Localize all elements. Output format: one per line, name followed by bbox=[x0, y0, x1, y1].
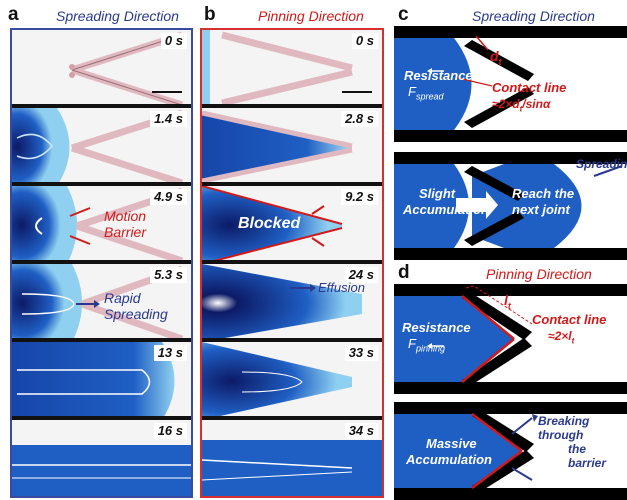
panel-d-label: d bbox=[398, 262, 410, 283]
motion-barrier-annotation: Motion Barrier bbox=[104, 208, 147, 240]
breaking-barrier-label: Breaking through the barrier bbox=[538, 414, 607, 470]
panel-a-tile-0: 0 s bbox=[12, 30, 191, 108]
panel-b-tile-3: 24 s Effusion bbox=[202, 264, 382, 342]
reach-next-joint-label: Reach the next joint bbox=[512, 186, 575, 217]
lt-label: lt bbox=[504, 292, 511, 311]
time-label: 16 s bbox=[153, 423, 187, 439]
dt-label: dt bbox=[490, 48, 502, 67]
panel-a-tile-3: 5.3 s Rapid Spreading bbox=[12, 264, 191, 342]
panel-a-tile-2: 4.9 s Motion Barrier bbox=[12, 186, 191, 264]
panel-a-tile-4: 13 s bbox=[12, 342, 191, 420]
panel-a-label: a bbox=[8, 4, 19, 25]
contact-line-label-c: Contact line bbox=[492, 80, 567, 95]
panel-a-tile-5: 16 s bbox=[12, 420, 191, 496]
contact-line-label-d: Contact line bbox=[532, 312, 607, 327]
contact-line-formula-c: ≈2×dt/sinα bbox=[492, 97, 551, 114]
panel-d-title: Pinning Direction bbox=[486, 266, 592, 282]
resistance-label-c: Resistance bbox=[404, 68, 473, 83]
contact-line-formula-d: ≈2×lt bbox=[548, 329, 575, 346]
slight-accumulation-label: Slight Accumulation bbox=[403, 186, 489, 217]
massive-accumulation-label: Massive Accumulation bbox=[406, 436, 492, 467]
panel-b-title: Pinning Direction bbox=[258, 8, 364, 24]
spreading-arrow-label: Spreading bbox=[576, 157, 627, 171]
panel-b-label: b bbox=[204, 4, 216, 25]
time-label: 34 s bbox=[344, 423, 378, 439]
panel-a-tile-1: 1.4 s bbox=[12, 108, 191, 186]
time-label: 24 s bbox=[344, 267, 378, 283]
panel-d-schematic bbox=[394, 284, 627, 500]
panel-b-tile-1: 2.8 s bbox=[202, 108, 382, 186]
panel-b-tile-0: 0 s bbox=[202, 30, 382, 108]
effusion-annotation: Effusion bbox=[318, 280, 365, 295]
panel-b-tile-5: 34 s bbox=[202, 420, 382, 496]
time-label: 2.8 s bbox=[341, 111, 378, 127]
panel-c-schematic bbox=[394, 26, 627, 260]
panel-c-label: c bbox=[398, 4, 409, 25]
time-label: 4.9 s bbox=[150, 189, 187, 205]
time-label: 13 s bbox=[153, 345, 187, 361]
panel-a-title: Spreading Direction bbox=[56, 8, 179, 24]
panel-b-tile-4: 33 s bbox=[202, 342, 382, 420]
time-label: 0 s bbox=[351, 33, 378, 49]
rapid-spreading-annotation: Rapid Spreading bbox=[104, 290, 168, 322]
panel-b-tile-2: 9.2 s Blocked bbox=[202, 186, 382, 264]
f-pinning-label: Fpinning bbox=[408, 336, 445, 354]
blocked-annotation: Blocked bbox=[238, 215, 301, 232]
panel-a-frame: 0 s 1.4 s 4.9 s Motion Barrier bbox=[10, 28, 193, 498]
time-label: 0 s bbox=[160, 33, 187, 49]
time-label: 1.4 s bbox=[150, 111, 187, 127]
time-label: 9.2 s bbox=[341, 189, 378, 205]
panel-b-frame: 0 s 2.8 s 9.2 s Blocked 24 s Effus bbox=[200, 28, 384, 498]
f-spread-label: Fspread bbox=[408, 84, 444, 102]
time-label: 33 s bbox=[344, 345, 378, 361]
panel-c-title: Spreading Direction bbox=[472, 8, 595, 24]
resistance-label-d: Resistance bbox=[402, 320, 471, 335]
time-label: 5.3 s bbox=[150, 267, 187, 283]
